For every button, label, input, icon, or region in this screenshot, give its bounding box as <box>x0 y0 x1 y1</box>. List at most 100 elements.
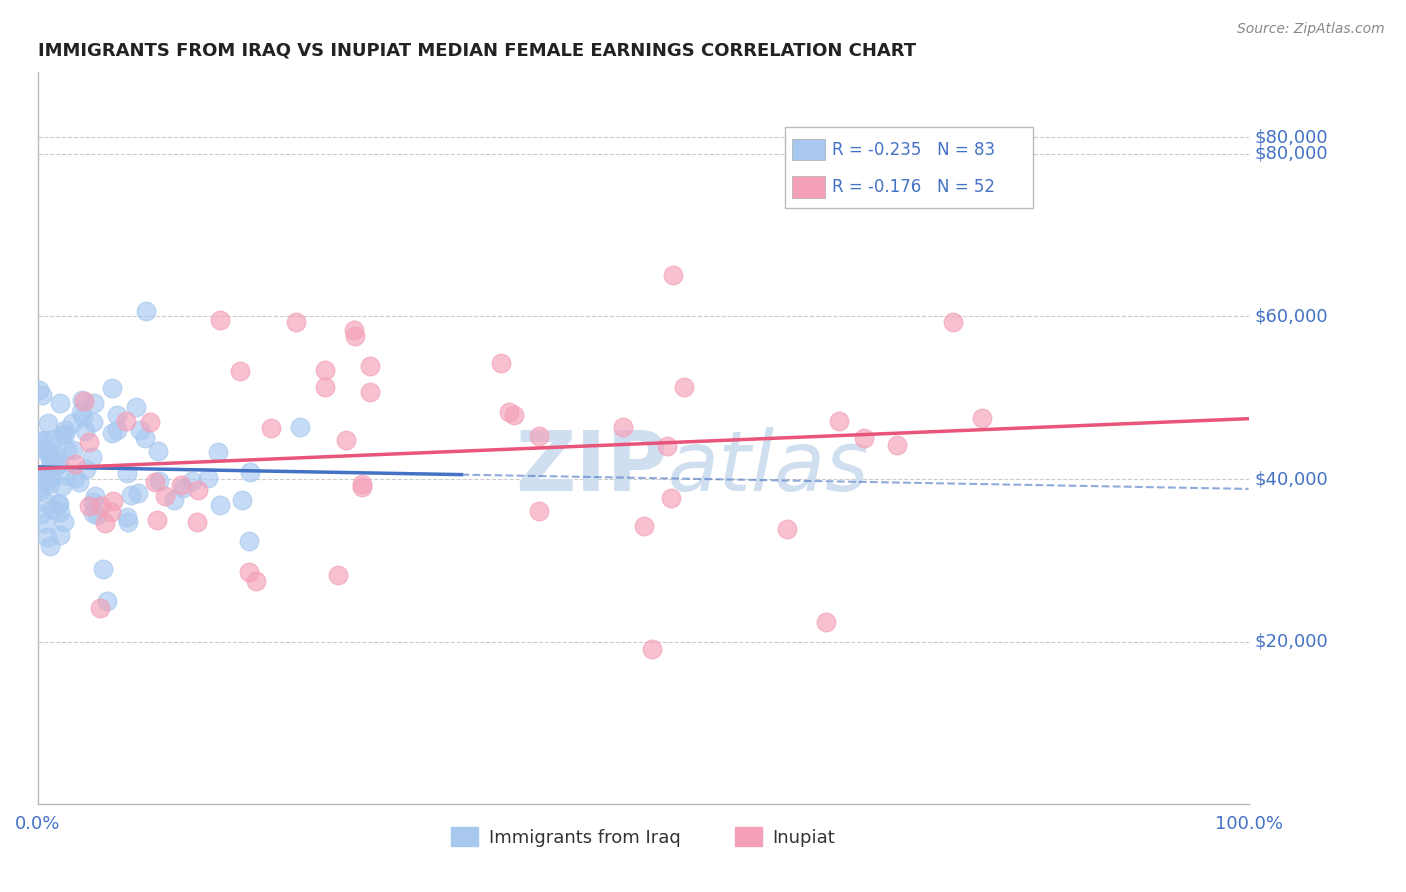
Point <box>45 448 67 462</box>
Point <box>359 385 381 400</box>
Point <box>105 423 128 437</box>
Point <box>229 364 252 378</box>
Text: Source: ZipAtlas.com: Source: ZipAtlas.com <box>1237 22 1385 37</box>
Point <box>96 593 118 607</box>
Point <box>46 496 69 510</box>
Point <box>491 356 513 370</box>
Point <box>39 470 62 484</box>
Point <box>612 420 634 434</box>
Point <box>238 533 260 548</box>
Point <box>51 479 73 493</box>
Point <box>45 458 67 473</box>
Point <box>815 615 838 629</box>
Point <box>37 417 59 431</box>
Point <box>56 442 79 457</box>
Point <box>245 574 267 589</box>
Point <box>655 439 678 453</box>
Point <box>38 449 60 463</box>
Point <box>344 328 367 343</box>
Point <box>115 414 138 428</box>
Point <box>853 431 876 445</box>
Point <box>53 423 76 437</box>
Point <box>208 498 231 512</box>
Point <box>73 394 96 409</box>
Point <box>125 400 148 414</box>
Point <box>208 313 231 327</box>
Point <box>73 424 96 438</box>
Point <box>352 480 374 494</box>
Point <box>65 457 87 471</box>
Point <box>48 458 70 472</box>
Point <box>117 515 139 529</box>
Text: $80,000: $80,000 <box>1254 128 1329 146</box>
Point <box>67 475 90 489</box>
Point <box>70 404 93 418</box>
Point <box>172 482 194 496</box>
Point <box>75 462 97 476</box>
Point <box>31 388 53 402</box>
Point <box>352 476 374 491</box>
Point <box>527 503 550 517</box>
Point <box>53 515 76 529</box>
Point <box>659 491 682 505</box>
Point <box>31 474 53 488</box>
Point <box>62 443 84 458</box>
Point <box>101 382 124 396</box>
Point <box>127 485 149 500</box>
Point <box>55 467 77 482</box>
Point <box>155 489 177 503</box>
Point <box>49 504 72 518</box>
Text: $60,000: $60,000 <box>1254 308 1329 326</box>
Point <box>197 471 219 485</box>
Point <box>31 471 53 485</box>
Point <box>35 496 58 510</box>
Point <box>661 268 683 282</box>
Point <box>107 408 129 422</box>
Point <box>82 494 104 508</box>
Point <box>970 410 993 425</box>
Point <box>72 410 94 425</box>
Point <box>146 444 169 458</box>
Point <box>129 423 152 437</box>
Point <box>828 414 851 428</box>
Text: ZIP: ZIP <box>515 427 668 508</box>
Point <box>115 466 138 480</box>
Point <box>39 539 62 553</box>
Point <box>53 427 76 442</box>
Point <box>260 421 283 435</box>
Point <box>83 395 105 409</box>
Point <box>326 568 349 582</box>
Point <box>641 641 664 656</box>
Point <box>186 515 208 529</box>
Point <box>207 444 229 458</box>
Point <box>170 477 193 491</box>
Point <box>776 522 799 536</box>
Point <box>32 433 55 447</box>
Point <box>86 508 108 522</box>
Point <box>77 435 100 450</box>
Point <box>143 475 166 489</box>
Point <box>28 383 51 397</box>
Point <box>70 392 93 407</box>
Point <box>633 519 655 533</box>
Point <box>284 315 307 329</box>
Point <box>343 323 366 337</box>
Point <box>84 489 107 503</box>
Point <box>163 493 186 508</box>
Point <box>79 499 101 513</box>
Point <box>94 516 117 530</box>
Text: R = -0.176   N = 52: R = -0.176 N = 52 <box>832 178 995 196</box>
Point <box>527 429 550 443</box>
Point <box>39 460 62 475</box>
Point <box>89 601 111 615</box>
Point <box>90 499 112 513</box>
Point <box>82 415 104 429</box>
Point <box>82 506 104 520</box>
Point <box>34 476 56 491</box>
Point <box>39 433 62 447</box>
Point <box>672 380 695 394</box>
Point <box>314 379 336 393</box>
Point <box>314 363 336 377</box>
Point <box>51 428 73 442</box>
Point <box>335 434 357 448</box>
